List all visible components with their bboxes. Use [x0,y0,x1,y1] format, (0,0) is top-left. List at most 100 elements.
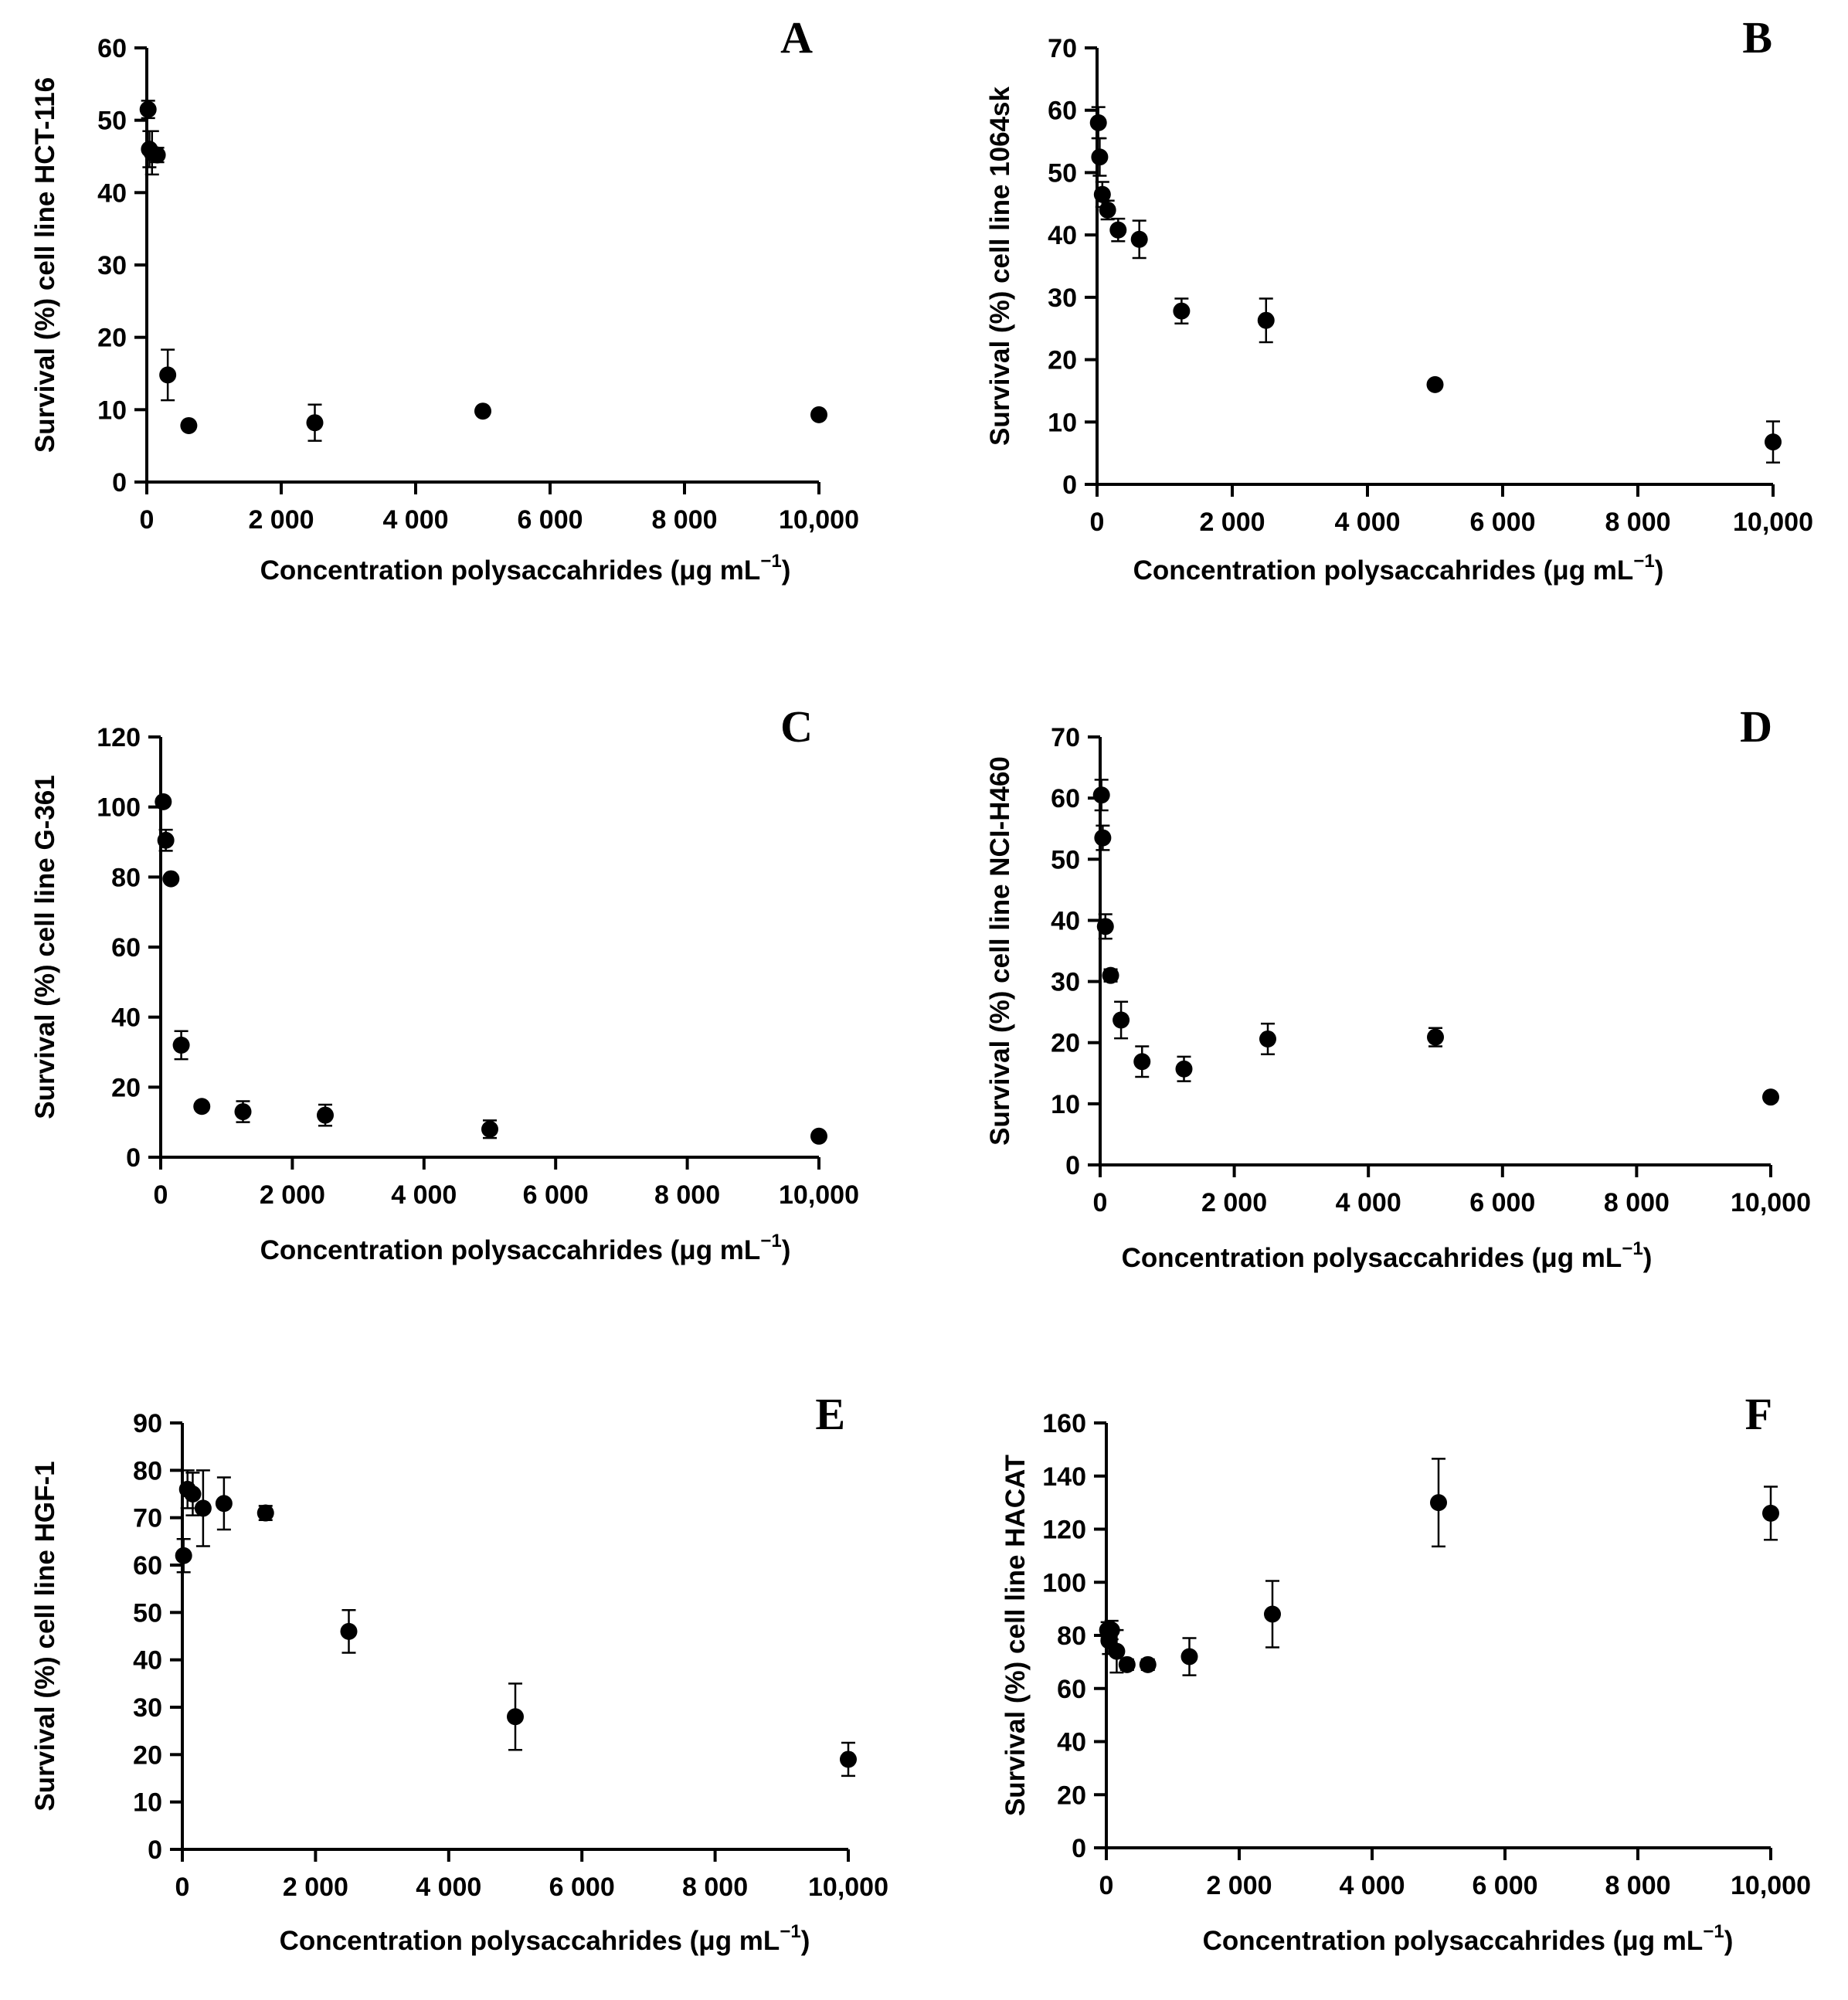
x-axis-title-main: Concentration polysaccahrides (μg mL [260,555,761,586]
y-tick-label: 60 [111,933,141,963]
y-tick-label: 50 [133,1598,162,1628]
y-tick-label: 40 [1048,221,1077,250]
y-axis-title: Survival (%) cell line 1064sk [985,86,1015,446]
x-tick-label: 4 000 [416,1873,481,1902]
y-tick-label: 100 [1042,1568,1086,1598]
x-tick-label: 6 000 [517,505,583,535]
x-tick-label: 10,000 [1731,1188,1811,1217]
data-point [810,406,827,423]
x-axis-title-superscript: −1 [780,1921,800,1942]
y-tick-label: 70 [133,1504,162,1533]
y-tick-label: 40 [1057,1728,1086,1757]
x-axis-title-end: ) [782,1235,791,1265]
x-tick-label: 8 000 [1605,1871,1670,1900]
x-tick-label: 6 000 [549,1873,615,1902]
data-point [1133,1053,1151,1071]
x-tick-label: 2 000 [283,1873,348,1902]
x-axis-title-end: ) [1643,1243,1653,1273]
y-tick-label: 10 [1051,1090,1080,1119]
x-tick-label: 10,000 [779,1180,859,1210]
x-tick-label: 0 [1090,508,1105,537]
x-tick-label: 4 000 [1339,1871,1405,1900]
data-point [1264,1605,1281,1623]
y-tick-label: 60 [1057,1675,1086,1704]
data-point [340,1622,358,1640]
x-axis-title-superscript: −1 [760,1231,781,1251]
y-tick-label: 80 [1057,1621,1086,1651]
y-axis-title: Survival (%) cell line HACAT [1000,1455,1031,1816]
data-point [180,416,198,434]
data-point [1259,1030,1276,1048]
y-axis-title: Survival (%) cell line HGF-1 [30,1461,60,1811]
data-point [175,1547,192,1564]
panel-letter: B [1742,12,1772,63]
data-point [1096,918,1114,935]
x-axis-title: Concentration polysaccahrides (μg mL−1) [1203,1921,1734,1956]
x-axis-title: Concentration polysaccahrides (μg mL−1) [280,1921,810,1956]
data-point [157,831,175,849]
data-point [1139,1655,1157,1673]
x-tick-label: 10,000 [1731,1871,1811,1900]
y-tick-label: 160 [1042,1409,1086,1438]
data-point [194,1499,212,1517]
y-tick-label: 10 [97,396,127,425]
data-point [1094,829,1112,847]
y-tick-label: 40 [1051,906,1080,935]
x-axis-title-end: ) [1655,555,1664,586]
data-point [1130,230,1148,248]
x-tick-label: 8 000 [1605,508,1670,537]
y-axis-title: Survival (%) cell line G-361 [30,775,60,1119]
data-point [1102,966,1119,984]
x-axis-title: Concentration polysaccahrides (μg mL−1) [260,551,791,586]
data-point [184,1486,202,1503]
x-axis-title-superscript: −1 [760,551,781,572]
y-tick-label: 0 [112,468,127,497]
x-tick-label: 8 000 [651,505,717,535]
x-tick-label: 0 [1099,1871,1114,1900]
y-tick-label: 70 [1051,723,1080,752]
x-tick-label: 2 000 [1199,508,1265,537]
y-tick-label: 40 [133,1646,162,1676]
data-point [507,1708,524,1726]
x-axis-title-superscript: −1 [1633,551,1654,572]
y-tick-label: 60 [97,34,127,63]
data-point [1257,311,1275,329]
x-axis-title-main: Concentration polysaccahrides (μg mL [1133,555,1634,586]
x-tick-label: 4 000 [391,1180,457,1210]
y-tick-label: 60 [133,1551,162,1581]
data-point [1089,114,1107,131]
y-tick-label: 60 [1048,97,1077,126]
data-point [1173,302,1191,320]
x-tick-label: 2 000 [260,1180,325,1210]
y-tick-label: 20 [111,1073,141,1102]
x-tick-label: 4 000 [1334,508,1400,537]
data-point [172,1036,190,1054]
data-point [148,146,166,164]
x-tick-label: 4 000 [1336,1188,1401,1217]
x-axis-title-end: ) [801,1926,810,1956]
x-tick-label: 6 000 [1469,1188,1535,1217]
x-tick-label: 10,000 [808,1873,888,1902]
y-tick-label: 20 [133,1740,162,1770]
y-tick-label: 20 [1051,1029,1080,1058]
y-axis-title: Survival (%) cell line HCT-116 [30,77,60,453]
data-point [1762,1088,1779,1106]
data-point [1099,201,1116,219]
data-point [1180,1648,1198,1666]
data-point [317,1106,334,1124]
data-point [1427,1028,1444,1046]
y-tick-label: 30 [97,251,127,280]
y-tick-label: 10 [133,1788,162,1818]
y-tick-label: 50 [1051,845,1080,874]
x-tick-label: 10,000 [779,505,859,535]
x-tick-label: 6 000 [1469,508,1535,537]
y-tick-label: 0 [148,1835,162,1865]
data-point [215,1495,233,1513]
x-axis-title-end: ) [782,555,791,586]
x-tick-label: 8 000 [1604,1188,1670,1217]
y-tick-label: 50 [1048,158,1077,188]
x-tick-label: 0 [154,1180,168,1210]
y-tick-label: 70 [1048,34,1077,63]
y-tick-label: 0 [1072,1834,1086,1863]
